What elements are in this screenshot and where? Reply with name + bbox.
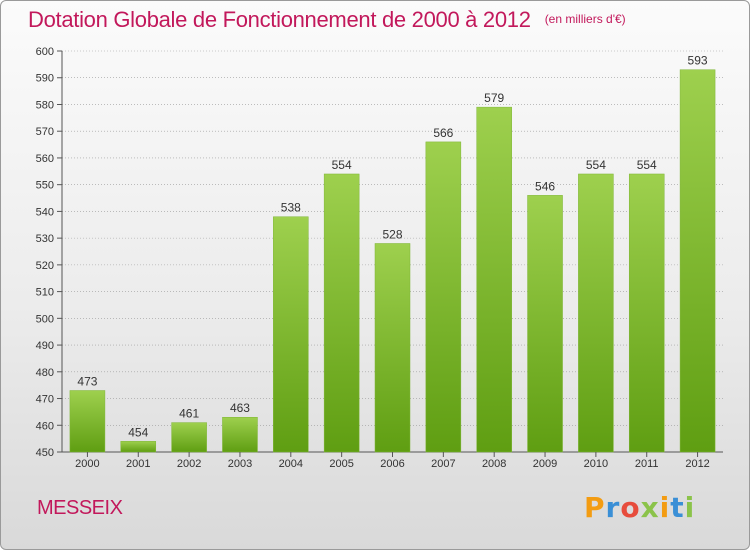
bar bbox=[527, 195, 563, 453]
chart-title: Dotation Globale de Fonctionnement de 20… bbox=[28, 7, 626, 33]
y-tick-label: 470 bbox=[36, 394, 54, 406]
bar bbox=[374, 243, 411, 453]
x-tick-label: 2006 bbox=[380, 458, 404, 470]
data-label: 546 bbox=[535, 179, 555, 193]
y-tick-label: 490 bbox=[36, 340, 54, 352]
data-label: 454 bbox=[128, 425, 148, 439]
commune-name: MESSEIX bbox=[37, 497, 123, 519]
bar bbox=[578, 173, 614, 453]
bar bbox=[323, 173, 360, 453]
bar bbox=[679, 69, 716, 453]
data-label: 461 bbox=[179, 407, 199, 421]
y-tick-label: 540 bbox=[36, 206, 54, 218]
x-tick-label: 2011 bbox=[635, 458, 659, 470]
x-tick-label: 2010 bbox=[584, 458, 608, 470]
x-tick-label: 2004 bbox=[279, 458, 303, 470]
logo-letter: i bbox=[659, 491, 671, 524]
y-tick-label: 530 bbox=[36, 233, 54, 245]
logo-letter: x bbox=[640, 491, 660, 524]
y-tick-label: 580 bbox=[36, 99, 54, 111]
bar bbox=[476, 106, 512, 453]
data-label: 593 bbox=[688, 54, 708, 68]
x-tick-label: 2003 bbox=[228, 458, 252, 470]
y-tick-label: 600 bbox=[36, 46, 54, 58]
y-tick-label: 590 bbox=[36, 73, 54, 85]
x-tick-label: 2001 bbox=[126, 458, 150, 470]
data-label: 463 bbox=[230, 401, 250, 415]
chart-subtitle: (en milliers d'€) bbox=[544, 12, 626, 26]
x-tick-label: 2002 bbox=[177, 458, 201, 470]
data-label: 579 bbox=[484, 91, 504, 105]
x-tick-label: 2000 bbox=[75, 458, 99, 470]
y-tick-label: 560 bbox=[36, 153, 54, 165]
x-tick-label: 2008 bbox=[482, 458, 506, 470]
bar bbox=[69, 390, 106, 453]
data-label: 554 bbox=[637, 158, 657, 172]
y-tick-label: 570 bbox=[36, 126, 54, 138]
logo-letter: r bbox=[605, 491, 621, 524]
x-tick-label: 2007 bbox=[431, 458, 455, 470]
logo-letter: P bbox=[584, 491, 606, 524]
data-label: 538 bbox=[281, 201, 301, 215]
bar bbox=[171, 422, 207, 453]
data-label: 554 bbox=[332, 158, 352, 172]
data-label: 473 bbox=[77, 375, 97, 389]
bar bbox=[273, 216, 309, 453]
bar bbox=[222, 416, 258, 453]
data-label: 566 bbox=[433, 126, 453, 140]
logo-letter: i bbox=[684, 491, 696, 524]
proxiti-logo[interactable]: Proxiti bbox=[584, 491, 695, 524]
y-tick-label: 550 bbox=[36, 180, 54, 192]
y-tick-label: 460 bbox=[36, 420, 54, 432]
x-tick-label: 2005 bbox=[329, 458, 353, 470]
x-tick-label: 2009 bbox=[533, 458, 557, 470]
chart-title-text: Dotation Globale de Fonctionnement de 20… bbox=[28, 7, 531, 32]
y-tick-label: 450 bbox=[36, 447, 54, 459]
logo-letter: t bbox=[670, 491, 685, 524]
bar bbox=[425, 141, 462, 453]
logo-letter: o bbox=[620, 491, 641, 524]
x-tick-label: 2012 bbox=[685, 458, 709, 470]
y-tick-label: 520 bbox=[36, 260, 54, 272]
data-label: 528 bbox=[382, 227, 402, 241]
y-tick-label: 510 bbox=[36, 287, 54, 299]
y-tick-label: 480 bbox=[36, 367, 54, 379]
bar bbox=[628, 173, 665, 453]
bar bbox=[120, 441, 157, 453]
data-label: 554 bbox=[586, 158, 606, 172]
y-tick-label: 500 bbox=[36, 313, 54, 325]
